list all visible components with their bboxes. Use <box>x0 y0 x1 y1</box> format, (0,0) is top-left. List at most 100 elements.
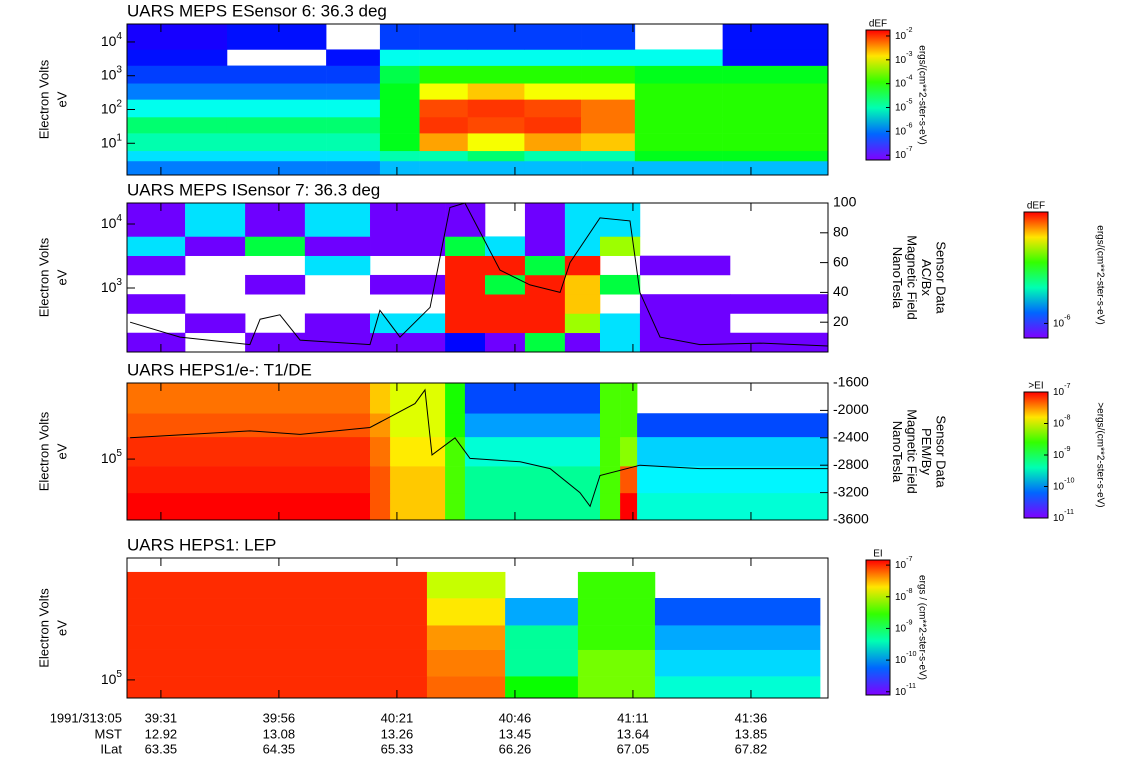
colorbar-tick-label: 10-4 <box>895 73 913 90</box>
heatmap-cell <box>304 236 371 256</box>
mst-label: 13.85 <box>735 726 768 741</box>
heatmap-cell <box>505 598 579 626</box>
colorbar-tick-label: 10-8 <box>1053 412 1071 429</box>
heatmap-cell <box>654 676 821 699</box>
heatmap-cell <box>226 116 327 134</box>
colorbar-tick-label: 10-7 <box>895 144 913 161</box>
heatmap-cell <box>524 24 582 50</box>
plot-frame <box>126 23 829 176</box>
plot-frame <box>126 382 829 521</box>
heatmap-cell <box>637 413 829 438</box>
y-tick-label: 101 <box>101 132 123 150</box>
heatmap-cell <box>419 160 469 176</box>
colorbar-unit: ergs/(cm**2-ster-s-eV) <box>916 45 927 144</box>
heatmap-cell <box>524 203 566 237</box>
heatmap-cell <box>577 625 656 650</box>
heatmap-cell <box>419 65 469 84</box>
heatmap-cell <box>185 203 246 237</box>
y2-axis-label: Magnetic Field <box>905 409 920 494</box>
heatmap-cell <box>620 383 638 414</box>
heatmap-cell <box>524 83 582 100</box>
colorbar-tick-label: 10-11 <box>895 681 916 698</box>
heatmap-cell <box>245 203 306 237</box>
heatmap-cell <box>127 466 371 494</box>
x-tick-label: 39:56 <box>263 710 296 725</box>
heatmap-cell <box>639 332 731 353</box>
heatmap-cell <box>127 255 186 276</box>
heatmap-cell <box>467 133 525 152</box>
mst-label: 13.64 <box>617 726 650 741</box>
overlay-line <box>129 202 829 347</box>
heatmap-cell <box>722 49 829 66</box>
heatmap-cell <box>390 466 446 494</box>
heatmap-cell <box>127 436 371 467</box>
x-row-title: MST <box>95 726 123 741</box>
heatmap-cell <box>467 150 525 162</box>
heatmap-cell <box>419 24 469 50</box>
heatmap-cell <box>445 313 486 334</box>
y-axis-label: Electron Volts <box>36 237 51 317</box>
y-tick-label: 105 <box>101 448 123 466</box>
heatmap-cell <box>426 598 506 626</box>
heatmap-cell <box>467 24 525 50</box>
colorbar-tick-label: 10-10 <box>895 649 917 666</box>
heatmap-cell <box>127 160 228 176</box>
mst-label: 12.92 <box>145 726 178 741</box>
heatmap-cell <box>304 313 371 334</box>
heatmap-cell <box>426 649 506 677</box>
heatmap-cell <box>637 492 829 521</box>
mst-label: 13.08 <box>263 726 296 741</box>
heatmap-cell <box>445 466 466 494</box>
heatmap-cell <box>379 150 420 162</box>
heatmap-cell <box>599 383 621 414</box>
heatmap-cell <box>467 65 525 84</box>
heatmap-cell <box>326 150 381 162</box>
y2-tick-label: 40 <box>833 283 849 299</box>
heatmap-cell <box>127 571 428 599</box>
ilat-label: 66.26 <box>499 741 532 756</box>
heatmap-cell <box>524 294 566 314</box>
heatmap-cell <box>419 133 469 152</box>
heatmap-cell <box>599 492 621 521</box>
heatmap-cell <box>127 65 228 84</box>
heatmap-cell <box>581 160 636 176</box>
heatmap-cell <box>634 116 723 134</box>
heatmap-cell <box>654 625 821 650</box>
heatmap-cell <box>577 649 656 677</box>
heatmap-cell <box>445 492 466 521</box>
y-tick-label: 105 <box>101 669 123 687</box>
heatmap-cell <box>599 274 641 295</box>
heatmap-cell <box>599 313 641 334</box>
heatmap-cell <box>445 236 486 256</box>
y-tick-label: 103 <box>101 277 123 295</box>
heatmap-cell <box>722 99 829 118</box>
heatmap-cell <box>634 150 723 162</box>
y-tick-label: 103 <box>101 64 123 82</box>
y2-tick-label: 20 <box>833 313 849 329</box>
heatmap-cell <box>127 598 428 626</box>
heatmap-cell <box>185 236 246 256</box>
heatmap-cell <box>445 203 486 237</box>
y2-axis-label: Sensor Data <box>934 415 949 488</box>
heatmap-cell <box>326 116 381 134</box>
colorbar-tick-label: 10-2 <box>895 25 913 42</box>
heatmap-cell <box>524 65 582 84</box>
heatmap-cell <box>564 203 601 237</box>
heatmap-cell <box>524 150 582 162</box>
heatmap-cell <box>226 150 327 162</box>
heatmap-cell <box>524 49 582 66</box>
heatmap-cell <box>127 625 428 650</box>
heatmap-cell <box>599 236 641 256</box>
heatmap-cell <box>445 436 466 467</box>
colorbar-tick-label: 10-7 <box>1053 381 1071 398</box>
panel-title: UARS HEPS1/e-: T1/DE <box>127 360 312 379</box>
heatmap-cell <box>127 236 186 256</box>
heatmap-cell <box>326 133 381 152</box>
heatmap-cell <box>226 99 327 118</box>
heatmap-cell <box>577 571 656 599</box>
heatmap-cell <box>634 49 723 66</box>
heatmap-cell <box>634 133 723 152</box>
heatmap-cell <box>127 99 228 118</box>
heatmap-cell <box>127 24 228 50</box>
heatmap-cell <box>722 133 829 152</box>
